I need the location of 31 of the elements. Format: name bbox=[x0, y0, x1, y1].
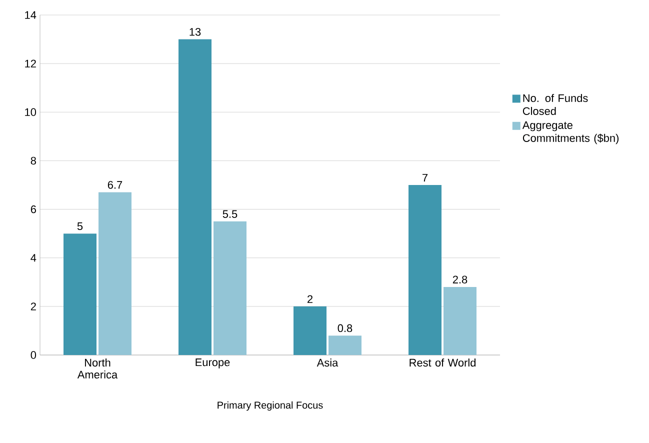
x-tick-label: North America bbox=[77, 358, 118, 379]
bar bbox=[64, 234, 97, 355]
y-tick-label: 8 bbox=[30, 156, 36, 165]
bar bbox=[98, 192, 132, 355]
y-tick-label: 6 bbox=[30, 205, 36, 214]
bar bbox=[444, 287, 476, 355]
data-label: 7 bbox=[422, 174, 428, 182]
bar bbox=[214, 221, 246, 355]
legend-label: No. of Funds Closed bbox=[522, 94, 588, 115]
data-label: 2.8 bbox=[452, 276, 468, 284]
data-label: 13 bbox=[190, 28, 201, 36]
legend-label: Aggregate Commitments ($bn) bbox=[522, 121, 619, 144]
bar bbox=[178, 39, 212, 355]
data-label: 2 bbox=[308, 295, 313, 303]
data-label: 5.5 bbox=[222, 210, 238, 218]
y-tick-label: 14 bbox=[25, 11, 36, 19]
data-label: 5 bbox=[77, 222, 83, 230]
data-label: 6.7 bbox=[108, 181, 122, 189]
x-tick-label: Rest of World bbox=[410, 358, 476, 367]
y-tick-label: 0 bbox=[30, 351, 36, 359]
data-label: 0.8 bbox=[338, 324, 352, 332]
bar bbox=[294, 306, 327, 355]
y-tick-label: 10 bbox=[25, 108, 36, 116]
y-tick-label: 12 bbox=[25, 60, 36, 68]
bar bbox=[408, 185, 442, 355]
x-tick-label: Asia bbox=[316, 358, 338, 367]
bar bbox=[328, 336, 362, 355]
x-axis-title: Primary Regional Focus bbox=[218, 401, 323, 411]
y-tick-label: 2 bbox=[30, 302, 36, 310]
x-tick-label: Europe bbox=[196, 358, 230, 368]
y-tick-label: 4 bbox=[30, 254, 36, 262]
